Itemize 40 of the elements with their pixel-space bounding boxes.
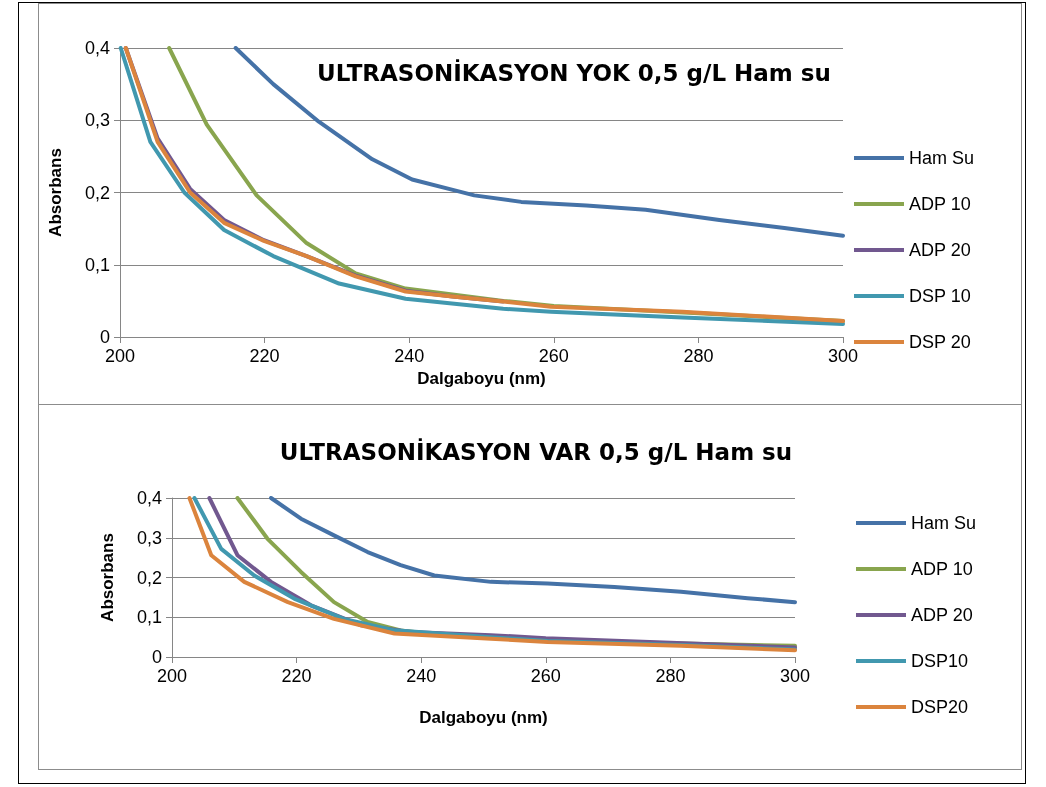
x-tick-label: 280 — [655, 666, 686, 686]
x-axis-title: Dalgaboyu (nm) — [417, 369, 546, 388]
line-series — [269, 496, 797, 605]
y-tick-label: 0,3 — [136, 527, 162, 548]
x-tick-label: 260 — [538, 346, 569, 366]
y-tick-label: 0 — [151, 647, 162, 667]
legend-label: Ham Su — [911, 513, 977, 533]
x-tick-label: 300 — [779, 666, 811, 686]
legend-label: DSP 20 — [909, 332, 971, 352]
x-tick-label: 220 — [249, 346, 280, 366]
legend-label: ADP 20 — [909, 240, 971, 260]
y-axis-title: Absorbans — [98, 533, 117, 622]
x-tick-label: 240 — [406, 666, 437, 686]
legend-label: DSP10 — [911, 651, 969, 671]
legend-label: Ham Su — [909, 148, 975, 168]
y-tick-label: 0,4 — [136, 488, 162, 508]
x-tick-label: 280 — [683, 346, 714, 366]
chart-title: ULTRASONİKASYON VAR 0,5 g/L Ham su — [279, 437, 793, 465]
x-tick-label: 200 — [104, 346, 136, 366]
y-tick-label: 0,2 — [84, 182, 110, 203]
y-axis-title: Absorbans — [46, 148, 65, 237]
y-tick-label: 0 — [99, 327, 110, 347]
y-tick-label: 0,2 — [136, 567, 162, 588]
legend-label: DSP20 — [911, 697, 969, 717]
x-tick-label: 300 — [827, 346, 859, 366]
y-tick-label: 0,3 — [84, 110, 110, 131]
x-axis-title: Dalgaboyu (nm) — [419, 708, 548, 727]
legend-label: ADP 20 — [911, 605, 973, 625]
y-tick-label: 0,1 — [136, 607, 162, 628]
line-series — [233, 46, 845, 238]
x-tick-label: 260 — [530, 666, 561, 686]
legend-label: ADP 10 — [909, 194, 971, 214]
legend-label: ADP 10 — [911, 559, 973, 579]
y-tick-label: 0,4 — [84, 38, 110, 58]
legend-label: DSP 10 — [909, 286, 971, 306]
text: ULTRASONİKASYON YOK 0,5 g/L Ham su — [317, 58, 831, 86]
x-tick-label: 220 — [281, 666, 312, 686]
y-tick-label: 0,1 — [84, 254, 110, 275]
x-tick-label: 240 — [394, 346, 425, 366]
x-tick-label: 200 — [156, 666, 188, 686]
